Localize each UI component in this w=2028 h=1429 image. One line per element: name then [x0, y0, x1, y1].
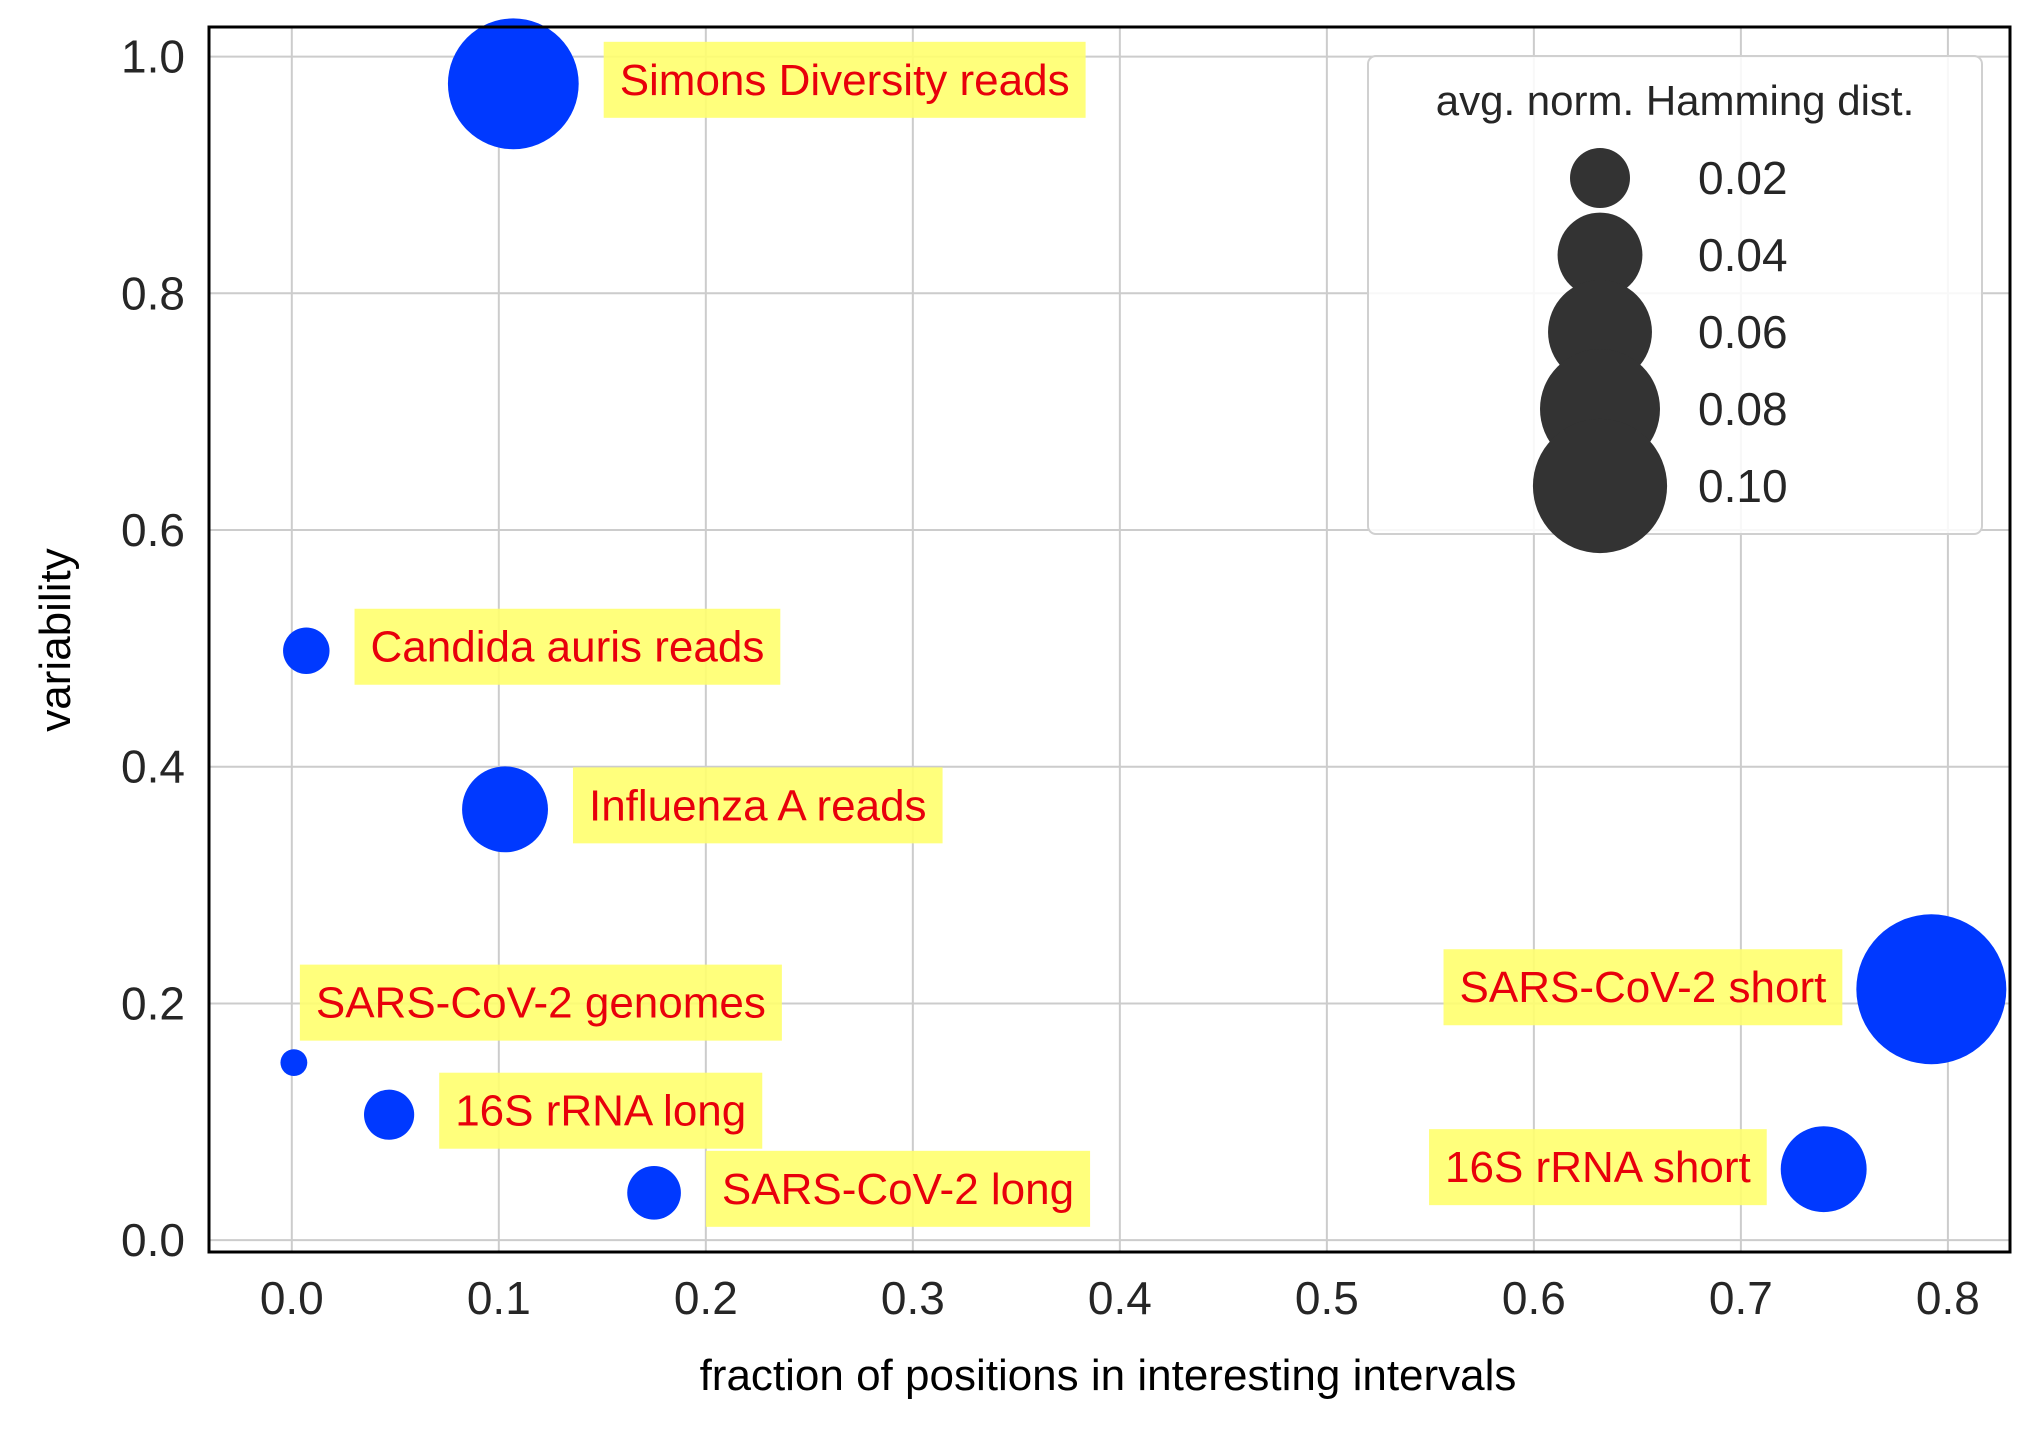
- point-label: SARS-CoV-2 long: [722, 1165, 1074, 1214]
- x-tick-label: 0.5: [1295, 1272, 1359, 1324]
- point-label: SARS-CoV-2 short: [1460, 963, 1827, 1012]
- legend-marker: [1532, 418, 1668, 554]
- data-point: [447, 18, 579, 150]
- x-tick-label: 0.4: [1088, 1272, 1152, 1324]
- data-point: [627, 1165, 681, 1220]
- point-label-group: SARS-CoV-2 long: [705, 1150, 1091, 1227]
- label-box: [1443, 949, 1843, 1026]
- x-tick-label: 0.8: [1916, 1272, 1980, 1324]
- legend-box: [1367, 55, 1983, 535]
- y-axis-label: variability: [31, 548, 80, 731]
- label-box: [1429, 1129, 1767, 1206]
- legend-title: avg. norm. Hamming dist.: [1436, 77, 1915, 124]
- point-label-group: 16S rRNA long: [439, 1072, 763, 1149]
- x-tick-label: 0.7: [1709, 1272, 1773, 1324]
- point-label: Candida auris reads: [371, 623, 765, 672]
- label-box: [705, 1150, 1091, 1227]
- point-labels: Simons Diversity reads Candida auris read…: [299, 41, 1843, 1227]
- data-points: [280, 18, 2007, 1220]
- point-label: 16S rRNA short: [1445, 1143, 1751, 1192]
- label-box: [603, 41, 1086, 118]
- x-tick-label: 0.0: [260, 1272, 324, 1324]
- point-label-group: Simons Diversity reads: [603, 41, 1086, 118]
- size-legend: avg. norm. Hamming dist. 0.02 0.04 0.06 0.08…: [1367, 55, 1983, 554]
- data-point: [1856, 914, 2007, 1065]
- label-box: [572, 767, 943, 844]
- legend-marker: [1570, 148, 1630, 208]
- legend-entry-label: 0.04: [1698, 229, 1788, 281]
- point-label-group: Candida auris reads: [354, 608, 781, 685]
- y-tick-label: 1.0: [121, 31, 185, 83]
- data-point: [1780, 1126, 1867, 1213]
- data-point: [462, 766, 548, 853]
- x-tick-label: 0.6: [1502, 1272, 1566, 1324]
- x-axis-label: fraction of positions in interesting int…: [700, 1351, 1517, 1400]
- point-label-group: SARS-CoV-2 genomes: [299, 964, 782, 1041]
- plot-frame: [207, 25, 2012, 1254]
- y-tick-label: 0.0: [121, 1214, 185, 1266]
- point-label-group: Influenza A reads: [572, 767, 943, 844]
- point-label: Simons Diversity reads: [620, 56, 1070, 105]
- data-point: [364, 1089, 415, 1140]
- label-box: [299, 964, 782, 1041]
- legend-marker: [1557, 212, 1643, 298]
- y-tick-label: 0.2: [121, 977, 185, 1029]
- point-label: Influenza A reads: [589, 781, 927, 830]
- legend-entry-label: 0.02: [1698, 152, 1788, 204]
- y-tick-label: 0.8: [121, 267, 185, 319]
- y-tick-label: 0.4: [121, 741, 185, 793]
- data-point: [283, 627, 330, 674]
- x-tick-label: 0.2: [674, 1272, 738, 1324]
- point-label-group: SARS-CoV-2 short: [1443, 949, 1843, 1026]
- point-label: SARS-CoV-2 genomes: [316, 979, 766, 1028]
- legend-entry-label: 0.06: [1698, 306, 1788, 358]
- point-label: 16S rRNA long: [455, 1087, 746, 1136]
- legend-entry-label: 0.08: [1698, 383, 1788, 435]
- label-box: [439, 1072, 763, 1149]
- data-point: [280, 1049, 308, 1077]
- point-label-group: 16S rRNA short: [1429, 1129, 1767, 1206]
- axis-ticks: 0.0 0.1 0.2 0.3 0.4 0.5 0.6 0.7 0.8 0.0 0.2 0.4 0.6 0…: [121, 31, 1980, 1324]
- legend-entry-label: 0.10: [1698, 460, 1788, 512]
- x-tick-label: 0.3: [881, 1272, 945, 1324]
- label-box: [354, 608, 781, 685]
- y-tick-label: 0.6: [121, 504, 185, 556]
- x-tick-label: 0.1: [467, 1272, 531, 1324]
